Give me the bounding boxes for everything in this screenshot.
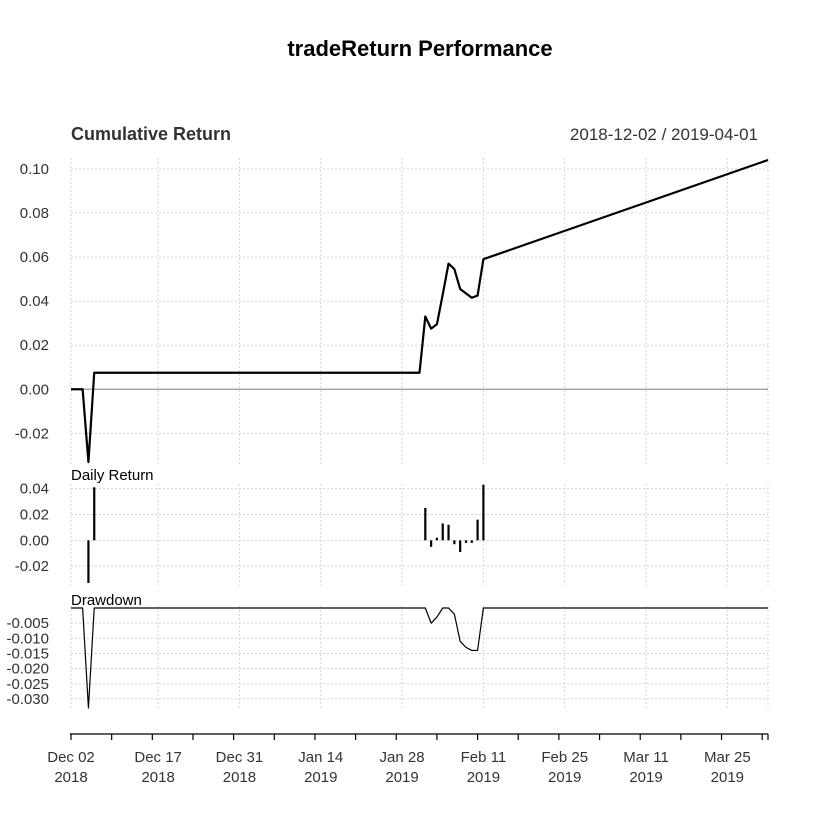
x-tick-label: Feb 25 [541, 749, 588, 766]
x-tick-year-label: 2018 [141, 769, 174, 786]
y-tick-label: -0.025 [6, 676, 49, 693]
marks-layer [70, 158, 769, 709]
axis-layer: -0.02 0.00 0.02 0.04 0.06 0.08 0.10 -0.02 0.00 0.… [6, 161, 769, 786]
y-tick-label: 0.00 [20, 381, 49, 398]
x-tick-label: Mar 11 [623, 749, 669, 766]
y-tick-label: -0.005 [6, 615, 49, 632]
y-tick-label: -0.02 [15, 425, 49, 442]
y-tick-label: 0.02 [20, 337, 49, 354]
y-tick-label: -0.030 [6, 691, 49, 708]
panel-title-drawdown: Drawdown [71, 592, 142, 609]
y-tick-label: -0.02 [15, 558, 49, 575]
x-tick-label: Jan 14 [298, 749, 343, 766]
panel-title-daily-return: Daily Return [71, 467, 154, 484]
cumulative-return-line [71, 158, 769, 464]
y-tick-label: 0.04 [20, 481, 49, 498]
y-tick-label: 0.08 [20, 205, 49, 222]
x-tick-year-label: 2019 [548, 769, 581, 786]
x-tick-year-label: 2019 [629, 769, 662, 786]
date-range-label: 2018-12-02 / 2019-04-01 [570, 125, 758, 144]
drawdown-line [71, 607, 768, 709]
y-tick-label: -0.020 [6, 661, 49, 678]
chart-title: tradeReturn Performance [287, 36, 552, 61]
x-tick-label: Jan 28 [380, 749, 425, 766]
panel-title-cumulative-return: Cumulative Return [71, 124, 231, 144]
x-tick-label: Dec 31 [216, 749, 264, 766]
y-tick-label: 0.00 [20, 532, 49, 549]
x-tick-label: Dec 17 [134, 749, 182, 766]
y-tick-label: -0.015 [6, 645, 49, 662]
x-tick-label: Dec 02 [47, 749, 95, 766]
y-tick-label: 0.10 [20, 161, 49, 178]
x-tick-year-label: 2019 [711, 769, 744, 786]
x-tick-year-label: 2018 [54, 769, 87, 786]
grid-layer [70, 158, 769, 710]
x-tick-year-label: 2018 [223, 769, 256, 786]
x-tick-year-label: 2019 [304, 769, 337, 786]
y-tick-label: -0.010 [6, 630, 49, 647]
x-tick-year-label: 2019 [467, 769, 500, 786]
y-tick-label: 0.02 [20, 506, 49, 523]
x-tick-year-label: 2019 [385, 769, 418, 786]
x-tick-label: Mar 25 [704, 749, 751, 766]
y-tick-label: 0.06 [20, 249, 49, 266]
x-tick-label: Feb 11 [461, 749, 507, 766]
y-tick-label: 0.04 [20, 293, 49, 310]
